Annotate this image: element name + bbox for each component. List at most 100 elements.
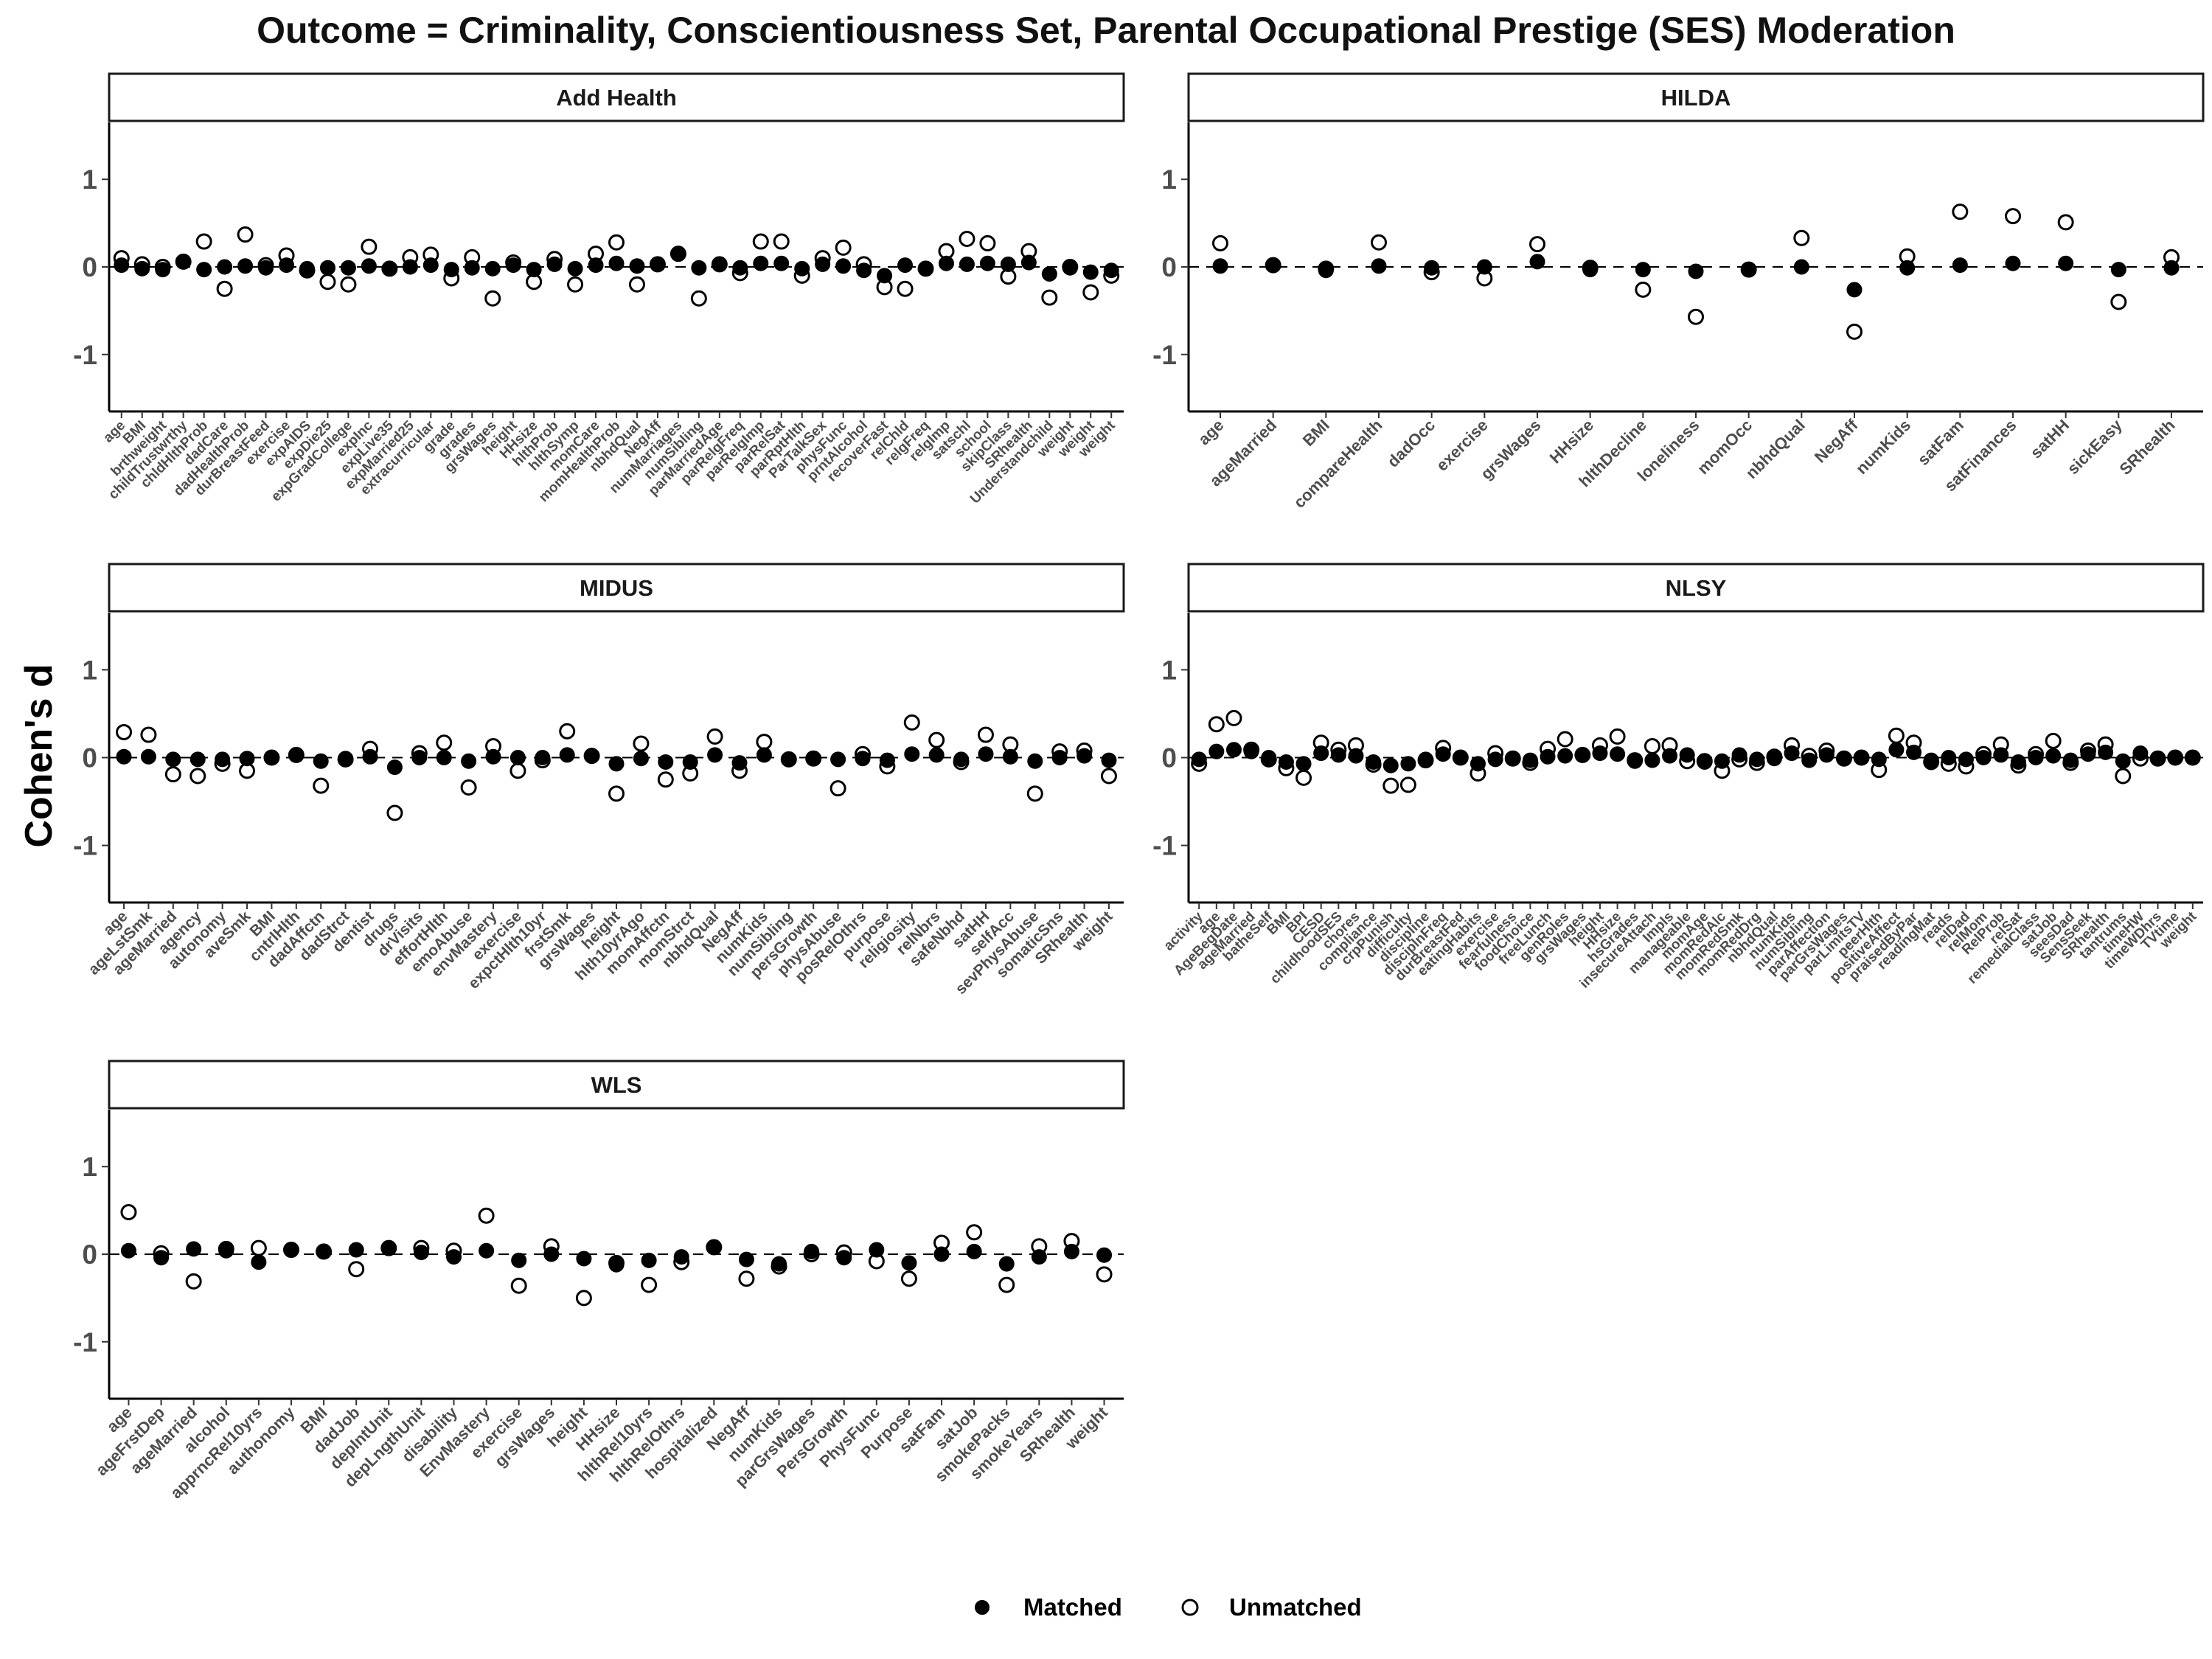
- point-matched: [731, 755, 748, 771]
- point-unmatched: [1888, 727, 1905, 744]
- point-matched: [1818, 747, 1834, 763]
- point-matched: [2045, 748, 2062, 764]
- point-matched: [1871, 751, 1887, 768]
- point-matched: [836, 1250, 852, 1266]
- y-tick-label: -1: [73, 831, 97, 861]
- point-matched: [1487, 751, 1503, 768]
- point-matched: [535, 750, 551, 765]
- x-tick-label: numKids: [1852, 416, 1914, 478]
- point-unmatched: [959, 230, 975, 247]
- point-matched: [445, 1249, 462, 1265]
- point-unmatched: [460, 779, 477, 796]
- point-matched: [879, 752, 895, 768]
- point-matched: [576, 1251, 592, 1267]
- point-matched: [1906, 744, 1922, 760]
- point-matched: [196, 262, 212, 278]
- point-matched: [1574, 747, 1590, 763]
- point-unmatched: [1041, 289, 1058, 306]
- point-unmatched: [237, 226, 254, 243]
- point-matched: [1101, 752, 1117, 768]
- point-matched: [1453, 750, 1469, 765]
- point-unmatched: [641, 1276, 658, 1293]
- point-matched: [1208, 743, 1225, 759]
- facet-strip-label: NLSY: [1666, 575, 1727, 601]
- point-matched: [279, 257, 295, 274]
- point-unmatched: [1225, 709, 1242, 726]
- point-unmatched: [1371, 234, 1387, 251]
- point-matched: [380, 1240, 397, 1256]
- point-matched: [340, 260, 356, 276]
- point-matched: [1749, 751, 1765, 768]
- y-tick-label: 0: [82, 743, 97, 773]
- point-unmatched: [2045, 732, 2062, 749]
- point-matched: [2005, 255, 2021, 271]
- point-matched: [2062, 752, 2079, 768]
- point-matched: [966, 1243, 982, 1259]
- point-unmatched: [1026, 785, 1043, 802]
- point-matched: [1265, 257, 1281, 274]
- point-matched: [1582, 262, 1599, 278]
- point-matched: [402, 259, 418, 275]
- point-matched: [756, 747, 772, 763]
- y-tick-label: 0: [82, 1239, 97, 1270]
- point-matched: [2028, 750, 2044, 765]
- point-unmatched: [1212, 234, 1228, 251]
- panel-midus: MIDUS-101ageageLstSmkageMarriedagencyaut…: [73, 563, 1125, 998]
- point-matched: [1540, 748, 1556, 765]
- point-unmatched: [608, 234, 625, 251]
- point-matched: [781, 751, 797, 768]
- facet-strip-label: Add Health: [556, 85, 677, 111]
- point-matched: [1191, 751, 1207, 768]
- point-matched: [263, 750, 279, 765]
- point-matched: [1888, 742, 1905, 758]
- point-unmatched: [633, 735, 650, 752]
- point-unmatched: [386, 804, 403, 821]
- point-matched: [165, 751, 181, 768]
- point-matched: [484, 260, 501, 276]
- point-matched: [215, 751, 231, 768]
- point-matched: [1000, 256, 1016, 272]
- x-tick-label: compareHealth: [1290, 416, 1385, 512]
- point-matched: [237, 258, 254, 274]
- point-matched: [1697, 754, 1713, 770]
- point-matched: [738, 1251, 754, 1267]
- point-matched: [856, 262, 872, 279]
- point-matched: [794, 260, 810, 276]
- point-unmatched: [1952, 204, 1969, 220]
- point-unmatched: [509, 762, 526, 779]
- point-matched: [1958, 751, 1974, 768]
- point-unmatched: [216, 280, 233, 297]
- point-matched: [505, 257, 521, 274]
- point-matched: [1522, 752, 1538, 768]
- y-tick-label: 1: [82, 655, 97, 685]
- point-matched: [1731, 747, 1747, 763]
- point-matched: [584, 748, 600, 764]
- point-matched: [1366, 754, 1382, 770]
- point-matched: [1470, 756, 1486, 772]
- y-tick-label: -1: [73, 340, 97, 370]
- y-tick-label: 0: [82, 252, 97, 282]
- facet-strip-label: HILDA: [1661, 85, 1731, 111]
- point-matched: [1610, 746, 1626, 762]
- point-unmatched: [966, 1224, 983, 1241]
- point-unmatched: [1688, 308, 1704, 325]
- point-matched: [1082, 264, 1099, 280]
- point-matched: [815, 256, 831, 272]
- point-matched: [1027, 753, 1043, 769]
- x-tick-label: satFam: [1914, 416, 1967, 469]
- point-matched: [835, 258, 852, 274]
- point-unmatched: [195, 233, 212, 250]
- point-matched: [658, 754, 674, 770]
- point-matched: [114, 257, 130, 274]
- point-unmatched: [1382, 777, 1399, 794]
- point-matched: [1400, 756, 1416, 772]
- point-matched: [2080, 746, 2096, 762]
- point-unmatched: [1793, 229, 1810, 246]
- point-matched: [134, 260, 150, 276]
- point-unmatched: [1096, 1266, 1113, 1283]
- point-matched: [319, 260, 335, 276]
- point-matched: [288, 747, 305, 763]
- facet-strip: [108, 1060, 1125, 1110]
- point-matched: [2098, 744, 2114, 760]
- point-matched: [1041, 266, 1057, 282]
